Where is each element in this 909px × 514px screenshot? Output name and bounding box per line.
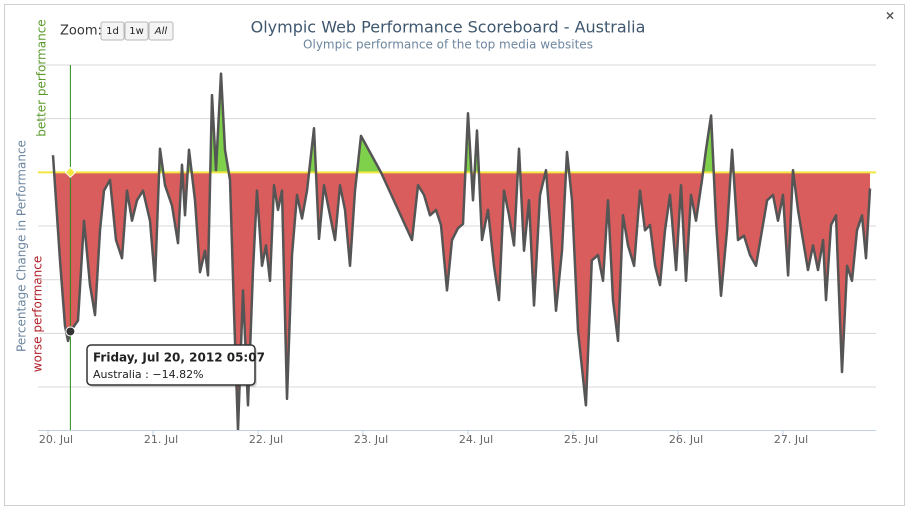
zoom-label: Zoom:	[60, 24, 102, 39]
tooltip-title: Friday, Jul 20, 2012 05:07	[93, 351, 265, 365]
zoom-button-label: 1d	[106, 26, 119, 37]
chart-title: Olympic Web Performance Scoreboard - Aus…	[251, 18, 646, 37]
y-label-worse: worse performance	[31, 256, 45, 372]
tooltip-text: Australia : −14.82%	[93, 368, 204, 381]
x-tick-label: 24. Jul	[459, 433, 493, 446]
threshold-marker	[64, 166, 77, 179]
x-tick-label: 22. Jul	[249, 433, 283, 446]
x-tick-label: 27. Jul	[774, 433, 808, 446]
y-axis-label: Percentage Change in Performance	[15, 140, 29, 352]
x-tick-label: 20. Jul	[39, 433, 73, 446]
zoom-button[interactable]: All	[148, 21, 174, 41]
hover-point	[65, 326, 76, 337]
x-tick-label: 21. Jul	[144, 433, 178, 446]
zoom-button-bg	[148, 21, 174, 41]
y-label-better: better performance	[35, 19, 49, 136]
x-tick-label: 25. Jul	[564, 433, 598, 446]
x-tick-label: 26. Jul	[669, 433, 703, 446]
chart-subtitle: Olympic performance of the top media web…	[303, 38, 593, 52]
zoom-button-bg	[100, 21, 125, 41]
zoom-button-bg	[124, 21, 149, 41]
zoom-button[interactable]: 1d	[100, 21, 125, 41]
zoom-button-label: All	[154, 26, 168, 37]
close-button[interactable]: ×	[885, 9, 895, 23]
zoom-button-label: 1w	[129, 26, 144, 37]
tooltip-box	[86, 344, 256, 386]
x-tick-label: 23. Jul	[354, 433, 388, 446]
tooltip: Friday, Jul 20, 2012 05:07 Australia : −1…	[86, 344, 265, 387]
zoom-button[interactable]: 1w	[124, 21, 149, 41]
series-line	[51, 72, 872, 430]
